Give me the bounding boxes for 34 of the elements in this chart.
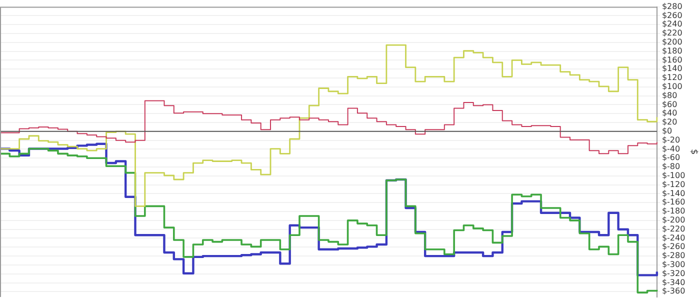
y-tick-label: $260 <box>662 10 682 20</box>
y-tick-label: $-120 <box>662 180 686 189</box>
y-tick-label: $-180 <box>662 206 686 216</box>
y-tick-label: $240 <box>662 20 682 29</box>
y-axis-title: $ <box>688 149 698 155</box>
y-tick-label: $280 <box>662 2 682 11</box>
y-tick-label: $-160 <box>662 198 686 207</box>
y-tick-label: $-40 <box>662 144 680 154</box>
y-tick-label: $-320 <box>662 268 686 278</box>
y-tick-label: $-140 <box>662 188 686 198</box>
y-tick-label: $180 <box>662 46 682 56</box>
y-tick-label: $80 <box>662 90 678 100</box>
y-tick-label: $-260 <box>662 242 686 252</box>
y-tick-label: $220 <box>662 28 682 38</box>
y-tick-label: $100 <box>662 82 682 91</box>
y-tick-label: $-280 <box>662 251 686 260</box>
y-tick-label: $40 <box>662 108 678 118</box>
y-tick-label: $-20 <box>662 135 680 144</box>
y-tick-label: $-340 <box>662 278 686 287</box>
y-tick-label: $-240 <box>662 233 686 242</box>
y-tick-label: $-220 <box>662 224 686 234</box>
y-tick-label: $60 <box>662 100 678 109</box>
y-tick-label: $140 <box>662 64 682 74</box>
y-tick-label: $120 <box>662 73 682 82</box>
y-tick-label: $160 <box>662 55 682 64</box>
y-tick-label: $20 <box>662 118 678 127</box>
y-tick-label: $0 <box>662 126 672 136</box>
y-tick-label: $-60 <box>662 153 680 162</box>
y-tick-label: $-300 <box>662 260 686 270</box>
y-tick-label: $-100 <box>662 171 686 180</box>
y-tick-label: $-80 <box>662 162 680 172</box>
y-tick-label: $-200 <box>662 216 686 225</box>
y-tick-label: $200 <box>662 37 682 46</box>
y-tick-label: $-360 <box>662 286 686 296</box>
